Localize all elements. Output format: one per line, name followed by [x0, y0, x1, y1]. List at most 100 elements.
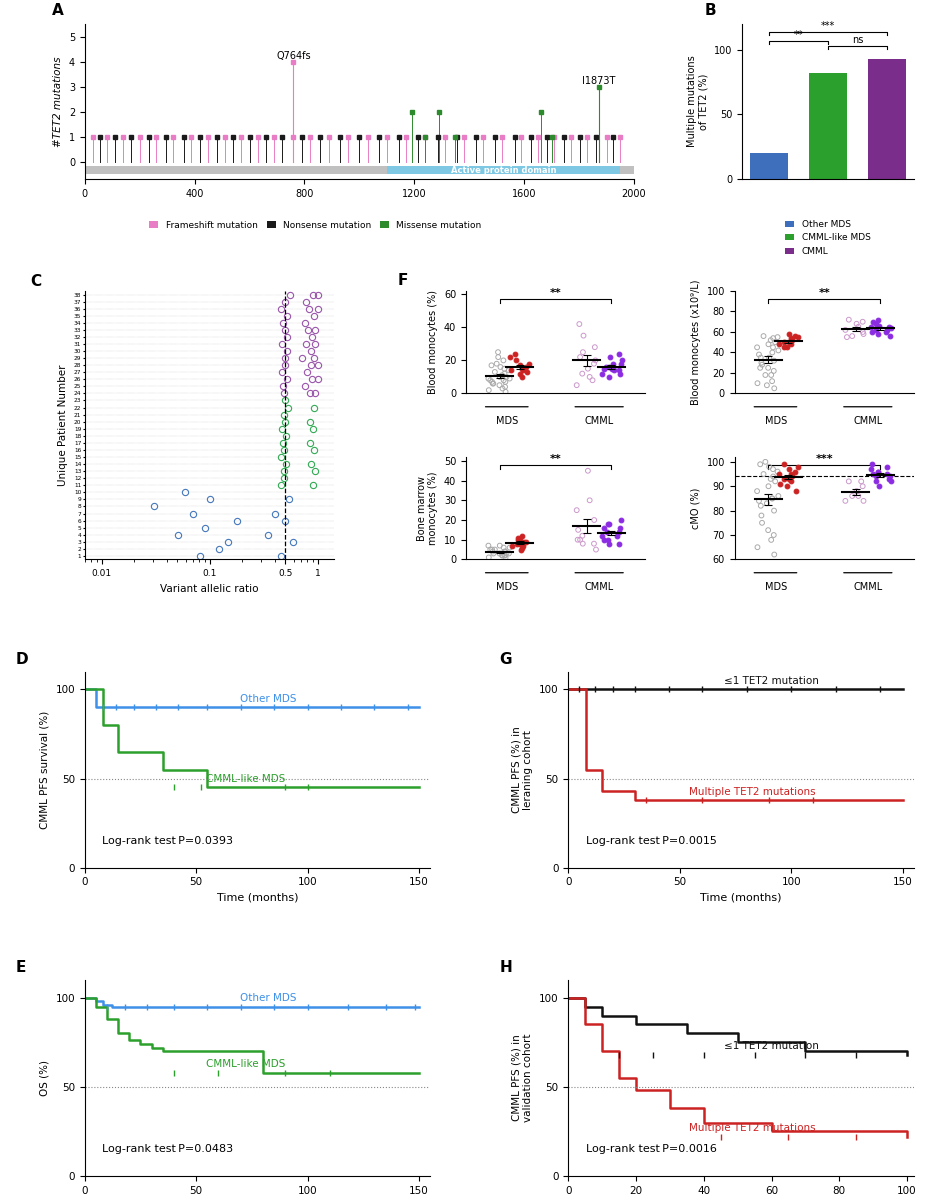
- Point: [493, 358, 508, 377]
- Bar: [85, 167, 634, 174]
- Point: [496, 371, 512, 390]
- Point: [501, 544, 516, 563]
- Point: [790, 328, 805, 347]
- Point: [596, 530, 611, 550]
- Point: [594, 526, 609, 545]
- Point: [495, 546, 510, 565]
- Point: [602, 367, 617, 386]
- Point: [580, 461, 595, 480]
- Point: [601, 358, 616, 377]
- Point: [777, 332, 792, 352]
- Text: CMML: CMML: [853, 416, 883, 426]
- Point: [784, 335, 799, 354]
- Point: [497, 542, 512, 562]
- Point: [512, 534, 528, 553]
- Point: [497, 546, 512, 565]
- Point: [487, 540, 502, 559]
- Point: [576, 326, 591, 346]
- Y-axis label: CMML PFS (%) in
leraning cohort: CMML PFS (%) in leraning cohort: [512, 726, 533, 814]
- Point: [573, 530, 588, 550]
- Text: Active protein domain: Active protein domain: [451, 166, 557, 174]
- Point: [765, 488, 780, 508]
- Point: [613, 364, 628, 383]
- Point: [883, 326, 898, 346]
- Point: [502, 368, 517, 388]
- Point: [761, 335, 776, 354]
- Point: [481, 380, 496, 400]
- Point: [594, 364, 609, 383]
- Point: [884, 472, 899, 491]
- Point: [781, 469, 796, 488]
- Point: [753, 359, 768, 378]
- Point: [493, 367, 508, 386]
- Point: [492, 376, 507, 395]
- Point: [756, 464, 771, 484]
- Point: [612, 518, 627, 538]
- Point: [480, 368, 495, 388]
- Point: [783, 464, 798, 484]
- Point: [865, 455, 880, 474]
- Point: [757, 366, 772, 385]
- Point: [497, 542, 512, 562]
- Point: [516, 532, 531, 551]
- Y-axis label: CMML PFS (%) in
validation cohort: CMML PFS (%) in validation cohort: [512, 1033, 533, 1122]
- Point: [750, 373, 765, 392]
- Point: [596, 518, 611, 538]
- Point: [757, 452, 772, 472]
- Point: [767, 502, 782, 521]
- Point: [772, 474, 788, 493]
- Point: [870, 462, 885, 481]
- Point: [756, 326, 771, 346]
- Y-axis label: Blood monocytes (x10⁹/L): Blood monocytes (x10⁹/L): [691, 280, 701, 404]
- Point: [514, 526, 529, 545]
- Text: MDS: MDS: [496, 416, 518, 426]
- Point: [519, 358, 534, 377]
- Point: [614, 354, 629, 373]
- Text: Q764fs: Q764fs: [276, 50, 311, 60]
- Point: [504, 536, 519, 556]
- Point: [570, 530, 585, 550]
- Point: [870, 324, 885, 343]
- Point: [484, 540, 499, 559]
- Point: [884, 318, 899, 337]
- Point: [853, 472, 869, 491]
- Point: [878, 323, 893, 342]
- Point: [868, 472, 883, 491]
- Point: [767, 545, 782, 564]
- Point: [512, 364, 528, 383]
- Text: MDS: MDS: [765, 582, 788, 592]
- Point: [762, 348, 777, 367]
- Point: [580, 359, 595, 378]
- Point: [489, 354, 504, 373]
- Point: [513, 540, 528, 559]
- Y-axis label: Blood monocytes (%): Blood monocytes (%): [429, 290, 438, 395]
- Point: [839, 328, 854, 347]
- Point: [601, 515, 616, 534]
- Point: [495, 546, 510, 565]
- Point: [766, 329, 781, 348]
- Point: [845, 326, 860, 346]
- Point: [569, 500, 584, 520]
- Point: [764, 366, 779, 385]
- Point: [521, 354, 536, 373]
- Point: [765, 372, 780, 391]
- Text: I1873T: I1873T: [582, 76, 616, 85]
- Point: [767, 379, 782, 398]
- Point: [589, 540, 604, 559]
- Point: [871, 317, 886, 336]
- Point: [864, 460, 879, 479]
- Point: [754, 506, 769, 526]
- Point: [519, 362, 534, 382]
- Point: [576, 534, 591, 553]
- Point: [781, 324, 796, 343]
- Point: [763, 330, 778, 349]
- Point: [770, 462, 785, 481]
- Point: [771, 464, 787, 484]
- Point: [481, 548, 496, 568]
- Text: CMML: CMML: [853, 582, 883, 592]
- Text: CMML-like MDS: CMML-like MDS: [205, 1060, 285, 1069]
- Text: Log-rank test P=0.0393: Log-rank test P=0.0393: [102, 836, 233, 846]
- Point: [883, 467, 898, 486]
- Point: [487, 362, 502, 382]
- Legend: Other MDS, CMML-like MDS, CMML: Other MDS, CMML-like MDS, CMML: [782, 216, 874, 259]
